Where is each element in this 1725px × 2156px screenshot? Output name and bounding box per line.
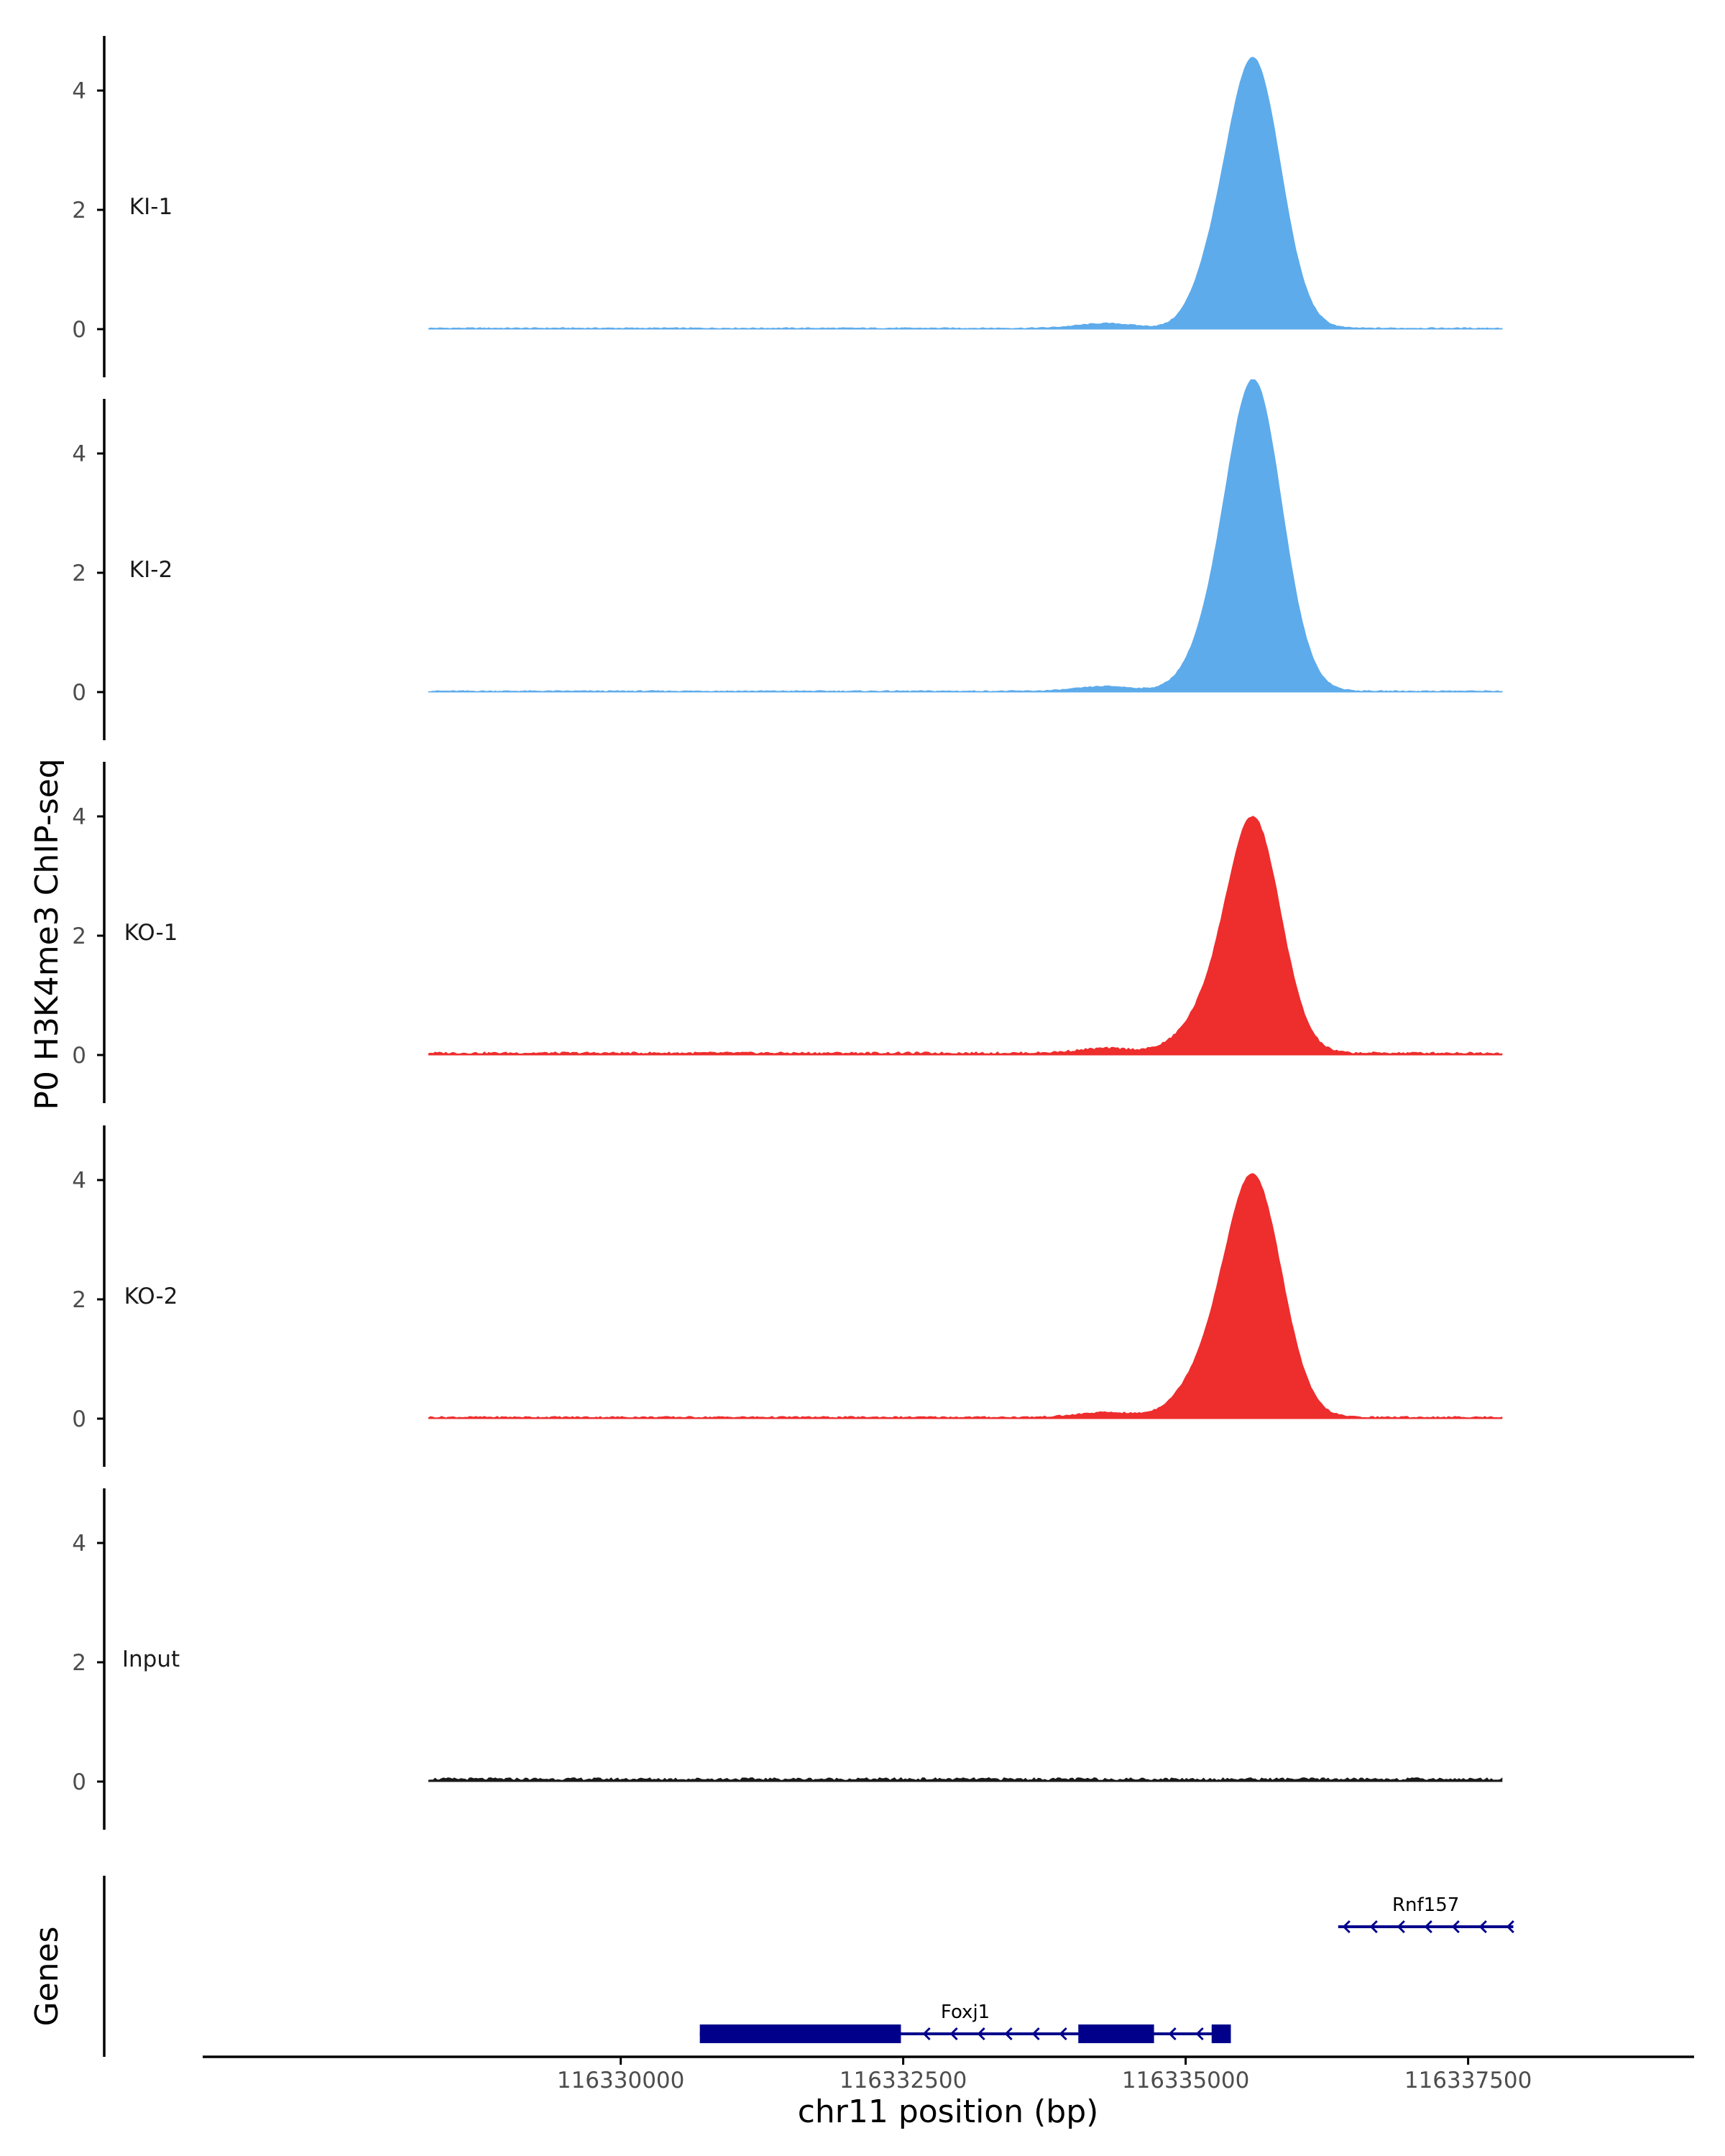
track-label: KO-1	[124, 920, 178, 946]
strand-arrow	[1369, 1920, 1378, 1934]
track-label: Input	[122, 1646, 180, 1672]
strand-arrow	[949, 2027, 958, 2041]
y-tick-label: 0	[72, 1406, 86, 1432]
coverage-area-ki-2	[428, 379, 1503, 693]
y-tick-label: 2	[72, 1650, 86, 1676]
strand-arrow	[1004, 2027, 1013, 2041]
y-tick-label: 2	[72, 561, 86, 586]
y-axis-title: P0 H3K4me3 ChIP-seq	[29, 758, 65, 1110]
y-tick-label: 4	[72, 441, 86, 467]
y-tick-label: 2	[72, 1287, 86, 1313]
coverage-area-input	[428, 1777, 1503, 1782]
strand-arrow	[977, 2027, 985, 2041]
y-tick-label: 0	[72, 317, 86, 343]
track-ko-2: 0 2 4 KO-2	[72, 1125, 1503, 1467]
y-tick-label: 4	[72, 1168, 86, 1194]
y-tick-label: 2	[72, 923, 86, 949]
x-tick-label: 116335000	[1122, 2068, 1250, 2093]
gene-label: Rnf157	[1392, 1894, 1459, 1916]
strand-arrow	[1059, 2027, 1067, 2041]
strand-arrow	[922, 2027, 931, 2041]
y-tick-label: 4	[72, 78, 86, 104]
x-axis-title: chr11 position (bp)	[798, 2093, 1099, 2130]
x-axis: 116330000 116332500 116335000 116337500	[203, 2055, 1694, 2093]
coverage-area-ko-2	[428, 1173, 1503, 1419]
exon	[699, 2024, 901, 2043]
genes-axis-title: Genes	[29, 1926, 65, 2026]
track-label: KI-2	[129, 557, 172, 583]
gene-label: Foxj1	[941, 2001, 990, 2023]
track-label: KO-2	[124, 1284, 178, 1309]
gene-rnf157: Rnf157	[1338, 1894, 1514, 1934]
strand-arrow	[1478, 1920, 1487, 1934]
x-tick-label: 116330000	[557, 2068, 685, 2093]
y-tick-label: 0	[72, 1043, 86, 1069]
strand-arrow	[1397, 1920, 1405, 1934]
strand-arrow	[1342, 1920, 1351, 1934]
coverage-area-ki-1	[428, 57, 1503, 330]
strand-arrow	[1168, 2027, 1177, 2041]
y-tick-label: 2	[72, 198, 86, 224]
strand-arrow	[1195, 2027, 1204, 2041]
track-input: 0 2 4 Input	[72, 1488, 1503, 1830]
x-tick-label: 116332500	[840, 2068, 967, 2093]
track-ko-1: 0 2 4 KO-1	[72, 762, 1503, 1103]
exon	[1078, 2024, 1154, 2043]
strand-arrow	[1451, 1920, 1460, 1934]
track-ki-2: 0 2 4 KI-2	[72, 379, 1503, 740]
track-ki-1: 0 2 4 KI-1	[72, 36, 1503, 377]
exon	[1211, 2024, 1231, 2043]
strand-arrow	[1506, 1920, 1514, 1934]
coverage-area-ko-1	[428, 816, 1503, 1056]
y-tick-label: 0	[72, 1769, 86, 1795]
y-tick-label: 0	[72, 680, 86, 706]
y-tick-label: 4	[72, 804, 86, 830]
strand-arrow	[1031, 2027, 1040, 2041]
y-tick-label: 4	[72, 1531, 86, 1557]
gene-annotation-panel: Foxj1 Rnf157	[103, 1876, 1514, 2057]
coverage-tracks: 0 2 4 KI-1 0 2 4 KI-2 0 2 4 KO-1 0 2 4 KO-2 0 2 4 Input	[72, 36, 1503, 1830]
gene-foxj1: Foxj1	[699, 2001, 1231, 2043]
x-tick-label: 116337500	[1404, 2068, 1532, 2093]
track-label: KI-1	[129, 194, 172, 220]
strand-arrow	[1424, 1920, 1432, 1934]
